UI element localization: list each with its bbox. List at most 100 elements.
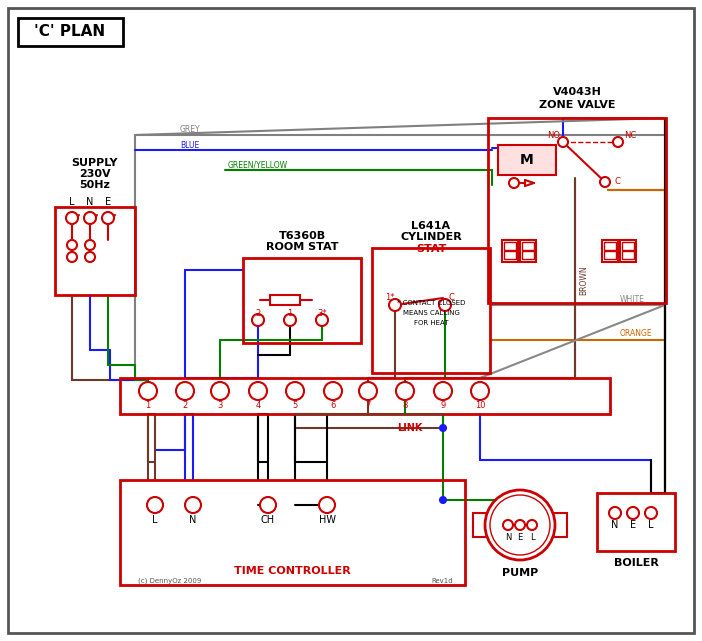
Text: T6360B: T6360B (279, 231, 326, 241)
Text: C: C (448, 294, 454, 303)
Text: ZONE VALVE: ZONE VALVE (538, 100, 615, 110)
Circle shape (558, 137, 568, 147)
Bar (604, 251, 616, 259)
Bar (372, 248, 490, 373)
Text: 230V: 230V (79, 169, 111, 179)
Text: 2: 2 (256, 308, 260, 317)
Bar (622, 242, 634, 250)
Circle shape (440, 425, 446, 431)
Bar (504, 251, 516, 259)
Circle shape (316, 314, 328, 326)
Circle shape (102, 212, 114, 224)
Text: N: N (190, 515, 197, 525)
Text: TIME CONTROLLER: TIME CONTROLLER (234, 566, 350, 576)
Text: FOR HEAT: FOR HEAT (413, 320, 449, 326)
Text: E: E (517, 533, 522, 542)
Text: HW: HW (319, 515, 336, 525)
Circle shape (147, 497, 163, 513)
Text: STAT: STAT (416, 244, 446, 254)
Text: N: N (86, 197, 93, 207)
Bar (243, 258, 361, 343)
Text: MEANS CALLING: MEANS CALLING (402, 310, 459, 316)
Circle shape (471, 382, 489, 400)
Text: (c) DennyOz 2009: (c) DennyOz 2009 (138, 578, 201, 584)
Text: 7: 7 (365, 401, 371, 410)
Bar (120, 480, 465, 585)
Circle shape (396, 382, 414, 400)
Circle shape (319, 497, 335, 513)
Bar (622, 251, 634, 259)
Text: L: L (530, 533, 534, 542)
Text: PUMP: PUMP (502, 568, 538, 578)
Text: BOILER: BOILER (614, 558, 658, 568)
Text: E: E (105, 197, 111, 207)
Text: CYLINDER: CYLINDER (400, 232, 462, 242)
Circle shape (613, 137, 623, 147)
Text: Rev1d: Rev1d (431, 578, 453, 584)
Circle shape (252, 314, 264, 326)
Text: 9: 9 (440, 401, 446, 410)
Bar (504, 242, 516, 250)
Circle shape (185, 497, 201, 513)
Text: ROOM STAT: ROOM STAT (266, 242, 338, 252)
Text: GREEN/YELLOW: GREEN/YELLOW (228, 160, 288, 169)
Text: L641A: L641A (411, 221, 451, 231)
Circle shape (485, 490, 555, 560)
Text: BLUE: BLUE (180, 140, 199, 149)
Circle shape (434, 382, 452, 400)
Bar (488, 118, 666, 303)
Bar (597, 493, 675, 551)
Circle shape (286, 382, 304, 400)
Circle shape (324, 382, 342, 400)
Circle shape (527, 520, 537, 530)
Bar (520, 240, 536, 262)
Text: 6: 6 (331, 401, 336, 410)
Bar (602, 240, 618, 262)
Circle shape (211, 382, 229, 400)
Text: V4043H: V4043H (552, 87, 602, 97)
Circle shape (176, 382, 194, 400)
Circle shape (515, 520, 525, 530)
Circle shape (260, 497, 276, 513)
Bar (270, 295, 300, 305)
Text: E: E (630, 520, 636, 530)
Circle shape (509, 178, 519, 188)
Text: 10: 10 (475, 401, 485, 410)
Circle shape (645, 507, 657, 519)
Text: M: M (520, 153, 534, 167)
Text: CH: CH (261, 515, 275, 525)
Text: ORANGE: ORANGE (620, 329, 653, 338)
Text: 3: 3 (218, 401, 223, 410)
Text: WHITE: WHITE (620, 294, 645, 303)
Circle shape (85, 252, 95, 262)
Circle shape (490, 495, 550, 555)
Bar (502, 240, 518, 262)
Text: NC: NC (624, 131, 636, 140)
Text: 1: 1 (287, 308, 293, 317)
Text: L: L (152, 515, 158, 525)
Text: SUPPLY: SUPPLY (72, 158, 118, 168)
Circle shape (284, 314, 296, 326)
Circle shape (440, 497, 446, 503)
Text: L: L (648, 520, 654, 530)
Text: BROWN: BROWN (579, 265, 588, 295)
Bar (553, 513, 567, 537)
Bar (55, 207, 135, 295)
Text: N: N (611, 520, 618, 530)
Circle shape (609, 507, 621, 519)
Text: NO: NO (548, 131, 560, 140)
Circle shape (389, 299, 401, 311)
Bar (18, 18, 123, 46)
Bar (522, 242, 534, 250)
Circle shape (359, 382, 377, 400)
Text: 2: 2 (183, 401, 187, 410)
Circle shape (627, 507, 639, 519)
Bar (522, 251, 534, 259)
Circle shape (503, 520, 513, 530)
Circle shape (85, 240, 95, 250)
Text: * CONTACT CLOSED: * CONTACT CLOSED (397, 300, 465, 306)
Text: 3*: 3* (317, 308, 327, 317)
Text: 1: 1 (145, 401, 151, 410)
Circle shape (139, 382, 157, 400)
Circle shape (67, 240, 77, 250)
